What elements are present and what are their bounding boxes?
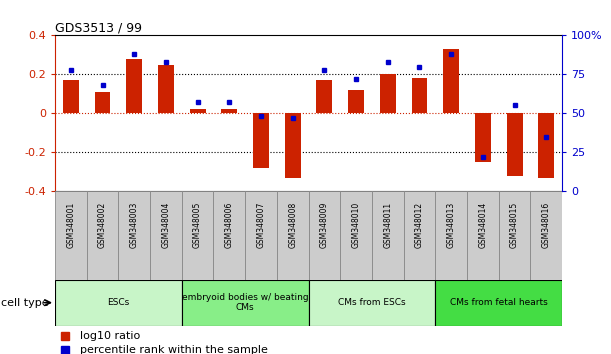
Bar: [530, 191, 562, 280]
Bar: [380, 74, 396, 113]
Bar: [87, 191, 119, 280]
Bar: [213, 191, 245, 280]
Bar: [63, 80, 79, 113]
Bar: [253, 113, 269, 168]
Bar: [150, 191, 182, 280]
Text: GSM348016: GSM348016: [542, 202, 551, 248]
Text: log10 ratio: log10 ratio: [81, 331, 141, 341]
Bar: [182, 191, 213, 280]
Text: GSM348010: GSM348010: [351, 202, 360, 248]
Text: GSM348004: GSM348004: [161, 202, 170, 248]
Bar: [309, 191, 340, 280]
Text: embryoid bodies w/ beating
CMs: embryoid bodies w/ beating CMs: [182, 293, 309, 312]
Bar: [467, 191, 499, 280]
Text: GSM348006: GSM348006: [225, 202, 234, 248]
Text: GSM348008: GSM348008: [288, 202, 297, 248]
Text: GSM348005: GSM348005: [193, 202, 202, 248]
Text: GSM348003: GSM348003: [130, 202, 139, 248]
Bar: [55, 280, 182, 326]
Text: GSM348014: GSM348014: [478, 202, 488, 248]
Text: ESCs: ESCs: [108, 298, 130, 307]
Text: GSM348009: GSM348009: [320, 202, 329, 248]
Bar: [182, 280, 309, 326]
Text: percentile rank within the sample: percentile rank within the sample: [81, 345, 268, 354]
Bar: [372, 191, 404, 280]
Bar: [443, 49, 459, 113]
Bar: [158, 64, 174, 113]
Text: GSM348013: GSM348013: [447, 202, 456, 248]
Bar: [499, 191, 530, 280]
Text: GDS3513 / 99: GDS3513 / 99: [55, 21, 142, 34]
Bar: [475, 113, 491, 162]
Text: GSM348015: GSM348015: [510, 202, 519, 248]
Bar: [221, 109, 237, 113]
Bar: [119, 191, 150, 280]
Bar: [309, 280, 435, 326]
Bar: [404, 191, 435, 280]
Bar: [95, 92, 111, 113]
Text: cell type: cell type: [1, 298, 49, 308]
Bar: [277, 191, 309, 280]
Text: GSM348007: GSM348007: [257, 202, 266, 248]
Text: GSM348002: GSM348002: [98, 202, 107, 248]
Bar: [316, 80, 332, 113]
Text: CMs from fetal hearts: CMs from fetal hearts: [450, 298, 547, 307]
Bar: [538, 113, 554, 177]
Bar: [285, 113, 301, 177]
Bar: [55, 191, 87, 280]
Bar: [435, 280, 562, 326]
Bar: [245, 191, 277, 280]
Text: GSM348012: GSM348012: [415, 202, 424, 248]
Bar: [126, 59, 142, 113]
Text: CMs from ESCs: CMs from ESCs: [338, 298, 406, 307]
Text: GSM348011: GSM348011: [383, 202, 392, 248]
Text: GSM348001: GSM348001: [67, 202, 75, 248]
Bar: [189, 109, 205, 113]
Bar: [435, 191, 467, 280]
Bar: [412, 78, 428, 113]
Bar: [507, 113, 522, 176]
Bar: [340, 191, 372, 280]
Bar: [348, 90, 364, 113]
